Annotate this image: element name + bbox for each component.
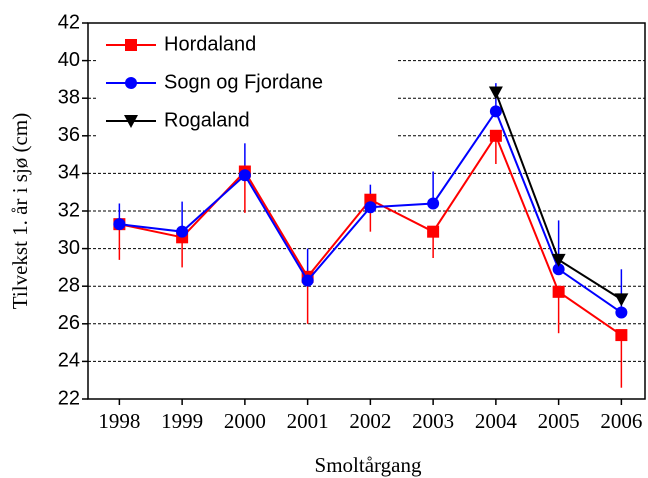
marker (614, 293, 629, 307)
x-tick-label: 2006 (600, 409, 642, 433)
legend-background (96, 28, 396, 142)
marker (301, 274, 314, 287)
marker (552, 263, 565, 276)
y-tick-label: 38 (58, 86, 80, 108)
marker (427, 225, 440, 238)
x-tick-label: 2002 (349, 409, 391, 433)
y-tick-label: 40 (58, 49, 80, 71)
legend: Hordaland Sogn og Fjordane Rogaland (96, 28, 396, 142)
marker (489, 105, 502, 118)
marker (125, 39, 137, 51)
x-axis-label: Smoltårgang (315, 453, 422, 477)
marker (488, 86, 503, 100)
legend-label: Sogn og Fjordane (164, 71, 323, 93)
y-tick-label: 26 (58, 312, 80, 334)
marker (551, 253, 566, 267)
legend-label: Rogaland (164, 109, 250, 131)
y-tick-label: 30 (58, 237, 80, 259)
y-tick-label: 32 (58, 199, 80, 221)
y-tick-label: 22 (58, 387, 80, 409)
x-tick-label: 2004 (475, 409, 518, 433)
marker (113, 218, 126, 231)
x-tick-label: 2005 (538, 409, 580, 433)
y-tick-label: 42 (58, 11, 80, 33)
y-tick-label: 28 (58, 274, 80, 296)
plot-frame (87, 22, 646, 400)
marker (427, 197, 440, 210)
marker (615, 329, 628, 342)
marker (124, 115, 138, 128)
marker (552, 285, 565, 298)
y-tick-label: 34 (58, 162, 80, 184)
marker (615, 306, 628, 319)
x-tick-label: 2003 (412, 409, 454, 433)
y-axis-label: Tilvekst 1. år i sjø (cm) (8, 113, 32, 309)
marker (364, 201, 377, 214)
y-tick-label: 36 (58, 124, 80, 146)
marker (238, 169, 251, 182)
marker (489, 129, 502, 142)
marker (176, 225, 189, 238)
x-tick-label: 1999 (161, 409, 203, 433)
x-tick-label: 1998 (98, 409, 140, 433)
x-tick-label: 2000 (224, 409, 266, 433)
y-tick-label: 24 (58, 350, 80, 372)
legend-label: Hordaland (164, 33, 256, 55)
x-tick-label: 2001 (287, 409, 329, 433)
marker (125, 77, 137, 89)
